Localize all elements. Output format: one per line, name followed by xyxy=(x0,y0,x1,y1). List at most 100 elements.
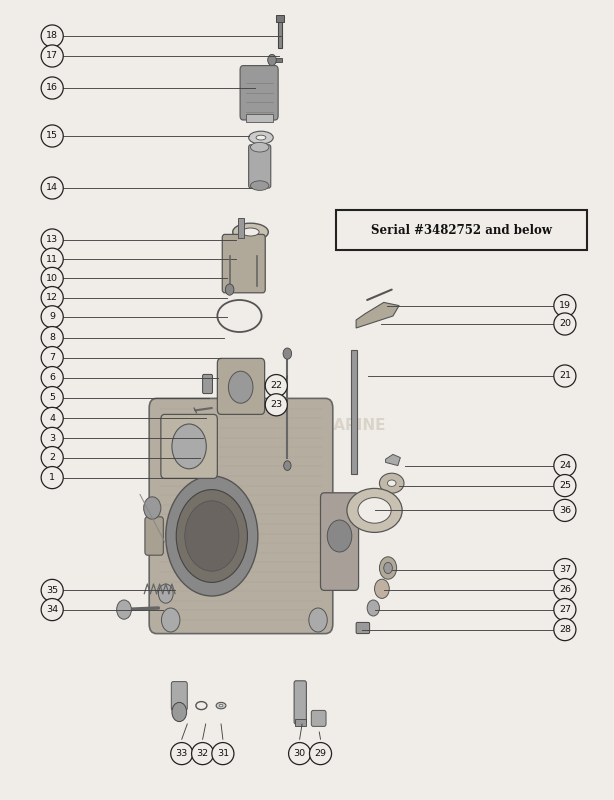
Ellipse shape xyxy=(216,702,226,709)
Circle shape xyxy=(228,371,253,403)
Text: 10: 10 xyxy=(46,274,58,283)
Bar xyxy=(351,350,357,474)
Text: 14: 14 xyxy=(46,183,58,193)
Bar xyxy=(278,20,282,48)
Ellipse shape xyxy=(358,498,391,523)
Text: 37: 37 xyxy=(559,565,571,574)
Polygon shape xyxy=(386,454,400,466)
Ellipse shape xyxy=(41,579,63,602)
Ellipse shape xyxy=(233,223,268,241)
Ellipse shape xyxy=(219,704,223,707)
Bar xyxy=(238,218,244,238)
Text: 35: 35 xyxy=(46,586,58,595)
FancyBboxPatch shape xyxy=(356,622,370,634)
Text: 34: 34 xyxy=(46,605,58,614)
Ellipse shape xyxy=(554,558,576,581)
Ellipse shape xyxy=(41,346,63,369)
Text: 21: 21 xyxy=(559,371,571,381)
FancyBboxPatch shape xyxy=(249,145,271,188)
Text: 23: 23 xyxy=(270,400,282,410)
Circle shape xyxy=(375,579,389,598)
Ellipse shape xyxy=(41,267,63,290)
FancyBboxPatch shape xyxy=(145,517,163,555)
Text: 18: 18 xyxy=(46,31,58,41)
Circle shape xyxy=(367,600,379,616)
Text: CROWLEY MARINE: CROWLEY MARINE xyxy=(229,418,385,433)
Circle shape xyxy=(384,562,392,574)
Circle shape xyxy=(284,461,291,470)
Text: 24: 24 xyxy=(559,461,571,470)
Ellipse shape xyxy=(41,466,63,489)
Ellipse shape xyxy=(242,228,259,236)
Ellipse shape xyxy=(554,474,576,497)
Circle shape xyxy=(172,424,206,469)
Ellipse shape xyxy=(41,25,63,47)
Circle shape xyxy=(176,490,247,582)
Ellipse shape xyxy=(554,598,576,621)
Ellipse shape xyxy=(554,499,576,522)
Ellipse shape xyxy=(251,142,269,152)
Bar xyxy=(295,719,306,726)
Ellipse shape xyxy=(41,45,63,67)
Ellipse shape xyxy=(41,427,63,450)
Text: 5: 5 xyxy=(49,393,55,402)
Ellipse shape xyxy=(265,394,287,416)
Text: 30: 30 xyxy=(293,749,306,758)
Circle shape xyxy=(144,497,161,519)
Text: 1: 1 xyxy=(49,473,55,482)
FancyBboxPatch shape xyxy=(161,414,217,478)
Text: 22: 22 xyxy=(270,381,282,390)
Circle shape xyxy=(225,284,234,295)
Text: 17: 17 xyxy=(46,51,58,61)
Ellipse shape xyxy=(41,386,63,409)
Ellipse shape xyxy=(192,742,214,765)
FancyBboxPatch shape xyxy=(171,682,187,710)
FancyBboxPatch shape xyxy=(240,66,278,120)
Ellipse shape xyxy=(387,480,396,486)
Ellipse shape xyxy=(265,374,287,397)
Text: 9: 9 xyxy=(49,312,55,322)
Circle shape xyxy=(117,600,131,619)
Ellipse shape xyxy=(171,742,193,765)
Text: 28: 28 xyxy=(559,625,571,634)
Circle shape xyxy=(185,501,239,571)
Ellipse shape xyxy=(41,248,63,270)
Ellipse shape xyxy=(41,366,63,389)
Text: 8: 8 xyxy=(49,333,55,342)
Text: 11: 11 xyxy=(46,254,58,264)
Circle shape xyxy=(283,348,292,359)
Ellipse shape xyxy=(309,742,332,765)
Bar xyxy=(246,114,273,122)
Ellipse shape xyxy=(41,177,63,199)
Text: 29: 29 xyxy=(314,749,327,758)
Text: Serial #3482752 and below: Serial #3482752 and below xyxy=(371,224,552,237)
Ellipse shape xyxy=(347,488,402,533)
Text: 4: 4 xyxy=(49,414,55,423)
Text: 27: 27 xyxy=(559,605,571,614)
Text: 3: 3 xyxy=(49,434,55,443)
Text: 20: 20 xyxy=(559,319,571,329)
FancyBboxPatch shape xyxy=(222,234,265,293)
Ellipse shape xyxy=(41,125,63,147)
Text: 33: 33 xyxy=(176,749,188,758)
FancyBboxPatch shape xyxy=(336,210,587,250)
Ellipse shape xyxy=(41,326,63,349)
Ellipse shape xyxy=(256,135,266,140)
Polygon shape xyxy=(356,302,399,328)
FancyBboxPatch shape xyxy=(203,374,212,394)
Bar xyxy=(276,15,284,22)
Circle shape xyxy=(379,557,397,579)
Ellipse shape xyxy=(554,454,576,477)
Ellipse shape xyxy=(289,742,311,765)
Text: 7: 7 xyxy=(49,353,55,362)
Circle shape xyxy=(268,54,276,66)
Text: 19: 19 xyxy=(559,301,571,310)
Ellipse shape xyxy=(41,286,63,309)
Circle shape xyxy=(327,520,352,552)
Text: 6: 6 xyxy=(49,373,55,382)
Ellipse shape xyxy=(251,181,269,190)
Ellipse shape xyxy=(554,618,576,641)
Text: 25: 25 xyxy=(559,481,571,490)
Text: 36: 36 xyxy=(559,506,571,515)
Ellipse shape xyxy=(41,77,63,99)
